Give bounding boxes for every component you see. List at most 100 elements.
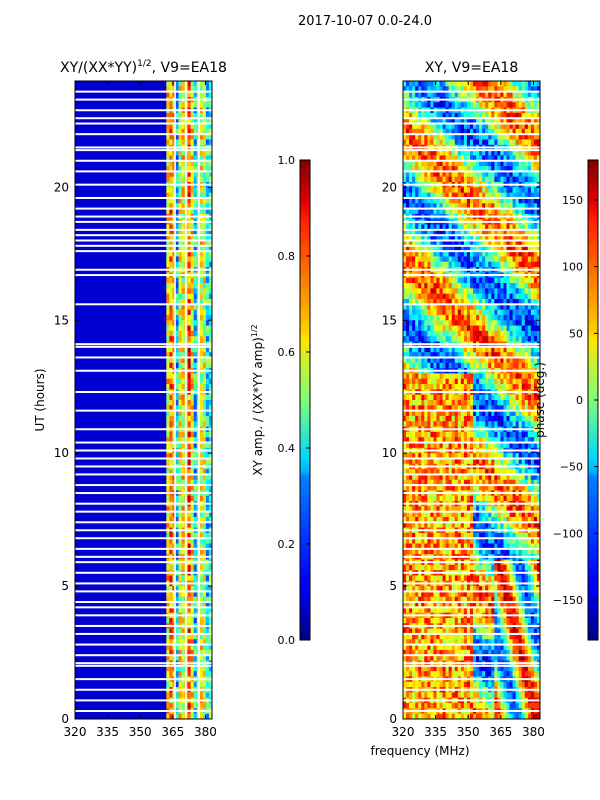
flagged-row — [75, 250, 212, 253]
flagged-row — [403, 699, 540, 702]
flagged-row — [75, 632, 212, 635]
flagged-row — [75, 391, 212, 394]
flagged-row — [403, 228, 540, 231]
flagged-row — [403, 492, 540, 495]
left-panel-title: XY/(XX*YY)1/2, V9=EA18 — [60, 59, 227, 76]
flagged-row — [75, 654, 212, 657]
flagged-row — [75, 369, 212, 372]
colorbar-tick-label: 1.0 — [278, 154, 296, 167]
colorbar-tick-label: 50 — [569, 327, 583, 340]
flagged-row — [75, 606, 212, 609]
flagged-row — [403, 220, 540, 223]
phase-colorbar-label: phase (deg.) — [533, 362, 547, 438]
amp-colorbar — [299, 159, 311, 641]
y-tick-label: 20 — [54, 180, 69, 194]
flagged-row — [403, 122, 540, 125]
x-tick-label: 365 — [161, 725, 184, 739]
flagged-row — [403, 678, 540, 681]
flagged-row — [403, 555, 540, 558]
x-tick-label: 380 — [194, 725, 217, 739]
flagged-row — [75, 582, 212, 585]
flagged-row — [403, 274, 540, 277]
flagged-row — [403, 537, 540, 540]
flagged-row — [75, 457, 212, 460]
flagged-row — [403, 590, 540, 593]
flagged-row — [75, 428, 212, 431]
x-tick-label: 335 — [424, 725, 447, 739]
colorbar-tick-label: 0.4 — [278, 442, 296, 455]
flagged-row — [75, 614, 212, 617]
flagged-row — [75, 343, 212, 346]
x-tick-label: 335 — [96, 725, 119, 739]
y-tick-label: 5 — [389, 579, 397, 593]
right-plot-frame — [402, 80, 541, 720]
flagged-row — [75, 555, 212, 558]
flagged-row — [403, 632, 540, 635]
flagged-row — [403, 345, 540, 348]
flagged-row — [75, 688, 212, 691]
y-tick-label: 10 — [54, 446, 69, 460]
flagged-row — [75, 345, 212, 348]
flagged-row — [403, 510, 540, 513]
flagged-row — [403, 303, 540, 306]
flagged-row — [75, 710, 212, 713]
flagged-row — [75, 220, 212, 223]
flagged-row — [403, 183, 540, 186]
colorbar-tick-label: 0 — [576, 394, 583, 407]
flagged-row — [403, 356, 540, 359]
flagged-row — [75, 159, 212, 162]
flagged-row — [403, 428, 540, 431]
flagged-row — [75, 465, 212, 468]
flagged-row — [75, 170, 212, 173]
flagged-row — [403, 449, 540, 452]
flagged-row — [75, 521, 212, 524]
flagged-row — [75, 547, 212, 550]
x-tick-label: 350 — [457, 725, 480, 739]
flagged-row — [75, 624, 212, 627]
flagged-row — [75, 274, 212, 277]
flagged-row — [75, 449, 212, 452]
flagged-row — [75, 149, 212, 152]
y-tick-label: 10 — [382, 446, 397, 460]
flagged-row — [403, 207, 540, 210]
colorbar-tick-label: 0.6 — [278, 346, 296, 359]
flagged-row — [75, 133, 212, 136]
flagged-row — [75, 571, 212, 574]
flagged-row — [403, 561, 540, 564]
left-heatmap — [75, 81, 212, 719]
flagged-row — [75, 678, 212, 681]
flagged-row — [75, 537, 212, 540]
flagged-row — [403, 502, 540, 505]
flagged-row — [403, 391, 540, 394]
flagged-row — [75, 643, 212, 646]
flagged-row — [403, 484, 540, 487]
flagged-row — [403, 98, 540, 101]
flagged-row — [403, 614, 540, 617]
flagged-row — [403, 159, 540, 162]
amp-colorbar-label: XY amp. / (XX*YY amp)1/2 — [250, 324, 265, 475]
x-tick-label: 320 — [64, 725, 87, 739]
shared-xlabel: frequency (MHz) — [370, 744, 470, 758]
x-tick-label: 380 — [522, 725, 545, 739]
flagged-channel — [198, 81, 200, 719]
flagged-row — [403, 234, 540, 237]
flagged-row — [403, 521, 540, 524]
colorbar-tick-label: 0.2 — [278, 538, 296, 551]
flagged-row — [403, 196, 540, 199]
right-axes: 320 335 350 365 380 0 5 10 15 20 — [382, 81, 545, 739]
flagged-row — [75, 268, 212, 271]
colorbar-tick-label: −150 — [553, 594, 583, 607]
flagged-row — [75, 502, 212, 505]
flagged-row — [403, 662, 540, 665]
flagged-row — [403, 146, 540, 149]
flagged-row — [403, 409, 540, 412]
left-axes: 320 335 350 365 380 0 5 10 15 20 — [54, 81, 217, 739]
flagged-row — [403, 688, 540, 691]
flagged-row — [75, 510, 212, 513]
colorbar-tick-label: −100 — [553, 527, 583, 540]
right-heatmap — [403, 81, 540, 719]
flagged-row — [75, 183, 212, 186]
flagged-row — [75, 244, 212, 247]
flagged-row — [403, 244, 540, 247]
flagged-row — [403, 664, 540, 667]
